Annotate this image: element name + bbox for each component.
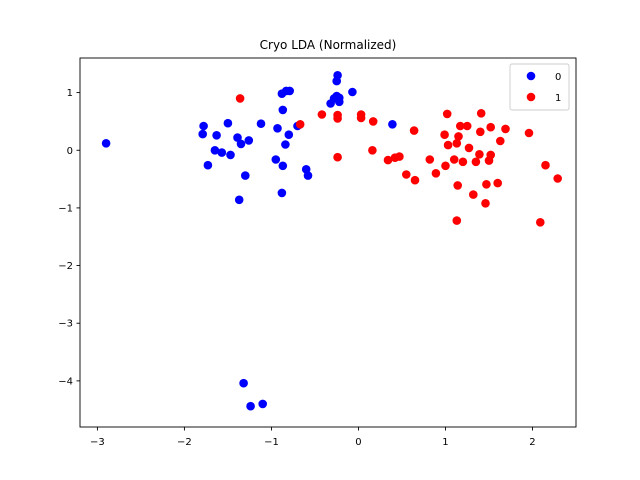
- point-series-1-34: [476, 127, 485, 137]
- point-series-1-7: [356, 113, 366, 123]
- point-series-1-26: [462, 121, 472, 131]
- point-series-1-44: [524, 128, 534, 138]
- point-series-1-15: [410, 175, 420, 185]
- plot-frame: [79, 57, 577, 428]
- point-series-1-17: [431, 169, 441, 178]
- legend-label-1: 1: [555, 93, 561, 104]
- point-series-0-5: [212, 131, 221, 140]
- point-series-0-16: [271, 155, 281, 164]
- point-series-1-24: [454, 132, 463, 141]
- point-series-0-12: [244, 136, 254, 145]
- point-series-1-28: [464, 143, 474, 153]
- point-series-0-23: [284, 130, 294, 139]
- y-tick-label-4: −3: [58, 319, 73, 330]
- legend: 0 1: [509, 63, 570, 111]
- point-series-0-8: [226, 150, 235, 160]
- y-tick-label-2: −1: [58, 203, 73, 214]
- y-axis: 1 0 −1 −2 −3 −4: [58, 88, 80, 387]
- point-series-0-6: [217, 148, 227, 157]
- point-series-1-8: [368, 117, 378, 126]
- y-tick-label-1: 0: [67, 146, 73, 157]
- x-axis: −3 −2 −1 0 1 2: [90, 427, 536, 448]
- point-series-1-9: [368, 146, 377, 155]
- point-series-1-18: [440, 130, 449, 139]
- point-series-1-42: [496, 136, 505, 146]
- point-series-0-35: [348, 87, 357, 97]
- point-series-1-22: [449, 155, 459, 164]
- x-tick-label-2: −1: [264, 437, 279, 448]
- point-series-1-16: [425, 155, 435, 164]
- point-series-0-21: [285, 86, 295, 96]
- point-series-1-31: [469, 190, 478, 199]
- point-series-1-33: [475, 150, 484, 159]
- x-tick-label-3: 0: [355, 437, 361, 448]
- x-tick-label-0: −3: [90, 437, 105, 448]
- point-series-0-13: [234, 195, 244, 205]
- point-series-0-9: [233, 133, 242, 142]
- point-series-0-7: [223, 118, 233, 128]
- y-tick-label-3: −2: [58, 261, 73, 272]
- point-series-0-11: [241, 171, 250, 180]
- chart-title: Cryo LDA (Normalized): [260, 38, 397, 52]
- point-series-1-45: [536, 218, 545, 227]
- point-series-1-39: [486, 150, 496, 160]
- point-series-0-10: [236, 139, 246, 149]
- points-layer: [101, 71, 562, 411]
- point-series-1-37: [482, 180, 491, 189]
- point-series-1-1: [295, 120, 305, 129]
- point-series-0-14: [256, 119, 266, 128]
- point-series-1-47: [553, 174, 562, 183]
- legend-marker-0: [526, 71, 536, 81]
- point-series-1-46: [541, 160, 550, 170]
- point-series-0-18: [278, 105, 288, 115]
- point-series-1-10: [383, 155, 393, 165]
- point-series-0-2: [198, 129, 207, 139]
- point-series-0-26: [303, 171, 313, 180]
- point-series-0-37: [239, 378, 248, 388]
- point-series-0-32: [335, 93, 344, 103]
- x-tick-label-5: 2: [529, 437, 535, 448]
- point-series-0-22: [281, 140, 290, 149]
- point-series-0-38: [246, 401, 255, 411]
- point-series-1-2: [317, 110, 327, 119]
- point-series-1-23: [452, 139, 462, 148]
- y-tick-label-5: −4: [58, 376, 73, 387]
- point-series-0-36: [388, 120, 397, 129]
- legend-box: [509, 63, 570, 111]
- point-series-0-17: [278, 161, 288, 171]
- point-series-1-32: [471, 157, 481, 167]
- point-series-1-27: [458, 157, 468, 167]
- point-series-0-27: [277, 188, 287, 198]
- point-series-0-39: [258, 399, 268, 409]
- point-series-1-25: [456, 121, 465, 131]
- x-tick-label-1: −2: [177, 437, 192, 448]
- point-series-1-19: [441, 161, 450, 171]
- point-series-1-0: [235, 94, 245, 103]
- point-series-1-41: [493, 178, 503, 188]
- point-series-1-4: [333, 114, 342, 123]
- point-series-1-13: [402, 170, 411, 179]
- point-series-1-30: [452, 216, 462, 225]
- point-series-1-14: [409, 126, 419, 135]
- point-series-1-40: [486, 122, 496, 132]
- point-series-1-35: [476, 109, 486, 118]
- point-series-0-4: [210, 146, 220, 155]
- point-series-1-43: [501, 124, 510, 134]
- point-series-1-29: [453, 181, 463, 190]
- y-tick-label-0: 1: [67, 88, 73, 99]
- point-series-0-15: [273, 124, 282, 133]
- point-series-0-3: [203, 160, 213, 170]
- point-series-1-21: [443, 140, 453, 150]
- point-series-0-0: [101, 139, 111, 148]
- point-series-1-20: [442, 109, 452, 119]
- point-series-0-1: [199, 121, 208, 131]
- point-series-0-34: [333, 71, 342, 80]
- legend-marker-1: [526, 92, 536, 102]
- point-series-1-5: [333, 152, 342, 162]
- point-series-1-12: [395, 152, 404, 161]
- point-series-1-36: [481, 199, 490, 208]
- legend-label-0: 0: [555, 72, 561, 83]
- x-tick-label-4: 1: [442, 437, 448, 448]
